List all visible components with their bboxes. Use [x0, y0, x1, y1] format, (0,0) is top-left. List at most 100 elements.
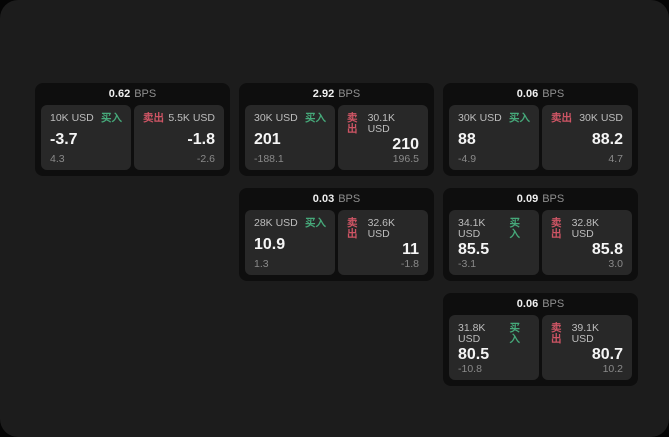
quote-card: 0.06 BPS 30K USD 买入 88 -4.9 卖出 30K USD 8…: [443, 83, 638, 176]
sell-label: 卖出: [143, 112, 164, 124]
buy-label: 买入: [305, 112, 326, 124]
sell-value: 80.7: [591, 345, 623, 363]
card-bps-unit: BPS: [338, 87, 361, 100]
sell-label: 卖出: [551, 322, 562, 345]
buy-top-row: 30K USD 买入: [254, 113, 326, 124]
card-header: 0.06 BPS: [449, 293, 632, 315]
quote-card: 0.03 BPS 28K USD 买入 10.9 1.3 卖出 32.6K US…: [239, 188, 434, 281]
buy-panel[interactable]: 30K USD 买入 201 -188.1: [245, 105, 335, 170]
sell-value: 210: [392, 135, 419, 153]
sell-delta: 196.5: [392, 152, 419, 165]
quote-card: 0.62 BPS 10K USD 买入 -3.7 4.3 卖出 5.5K USD…: [35, 83, 230, 176]
card-header: 0.03 BPS: [245, 188, 428, 210]
buy-size: 10K USD: [50, 112, 94, 124]
buy-top-row: 30K USD 买入: [458, 113, 530, 124]
sell-panel[interactable]: 卖出 5.5K USD -1.8 -2.6: [134, 105, 224, 170]
card-header: 0.09 BPS: [449, 188, 632, 210]
card-bps-unit: BPS: [542, 297, 565, 310]
sell-value: 85.8: [591, 240, 623, 258]
card-bps-value: 0.06: [516, 297, 539, 310]
quote-sub-row: 34.1K USD 买入 85.5 -3.1 卖出 32.8K USD 85.8…: [449, 210, 632, 275]
buy-delta: -188.1: [254, 152, 284, 165]
sell-top-row: 卖出 39.1K USD: [551, 323, 623, 344]
sell-top-row: 卖出 30.1K USD: [347, 113, 419, 134]
buy-label: 买入: [509, 217, 520, 240]
buy-delta: -3.1: [458, 257, 477, 270]
buy-size: 30K USD: [458, 112, 502, 124]
sell-top-row: 卖出 32.6K USD: [347, 218, 419, 239]
sell-label: 卖出: [551, 217, 562, 240]
sell-size: 5.5K USD: [168, 112, 215, 124]
sell-label: 卖出: [347, 112, 358, 135]
quote-sub-row: 30K USD 买入 88 -4.9 卖出 30K USD 88.2 4.7: [449, 105, 632, 170]
buy-panel[interactable]: 28K USD 买入 10.9 1.3: [245, 210, 335, 275]
card-bps-value: 0.62: [108, 87, 131, 100]
sell-panel[interactable]: 卖出 30K USD 88.2 4.7: [542, 105, 632, 170]
quote-sub-row: 31.8K USD 买入 80.5 -10.8 卖出 39.1K USD 80.…: [449, 315, 632, 380]
card-bps-value: 0.03: [312, 192, 335, 205]
buy-size: 30K USD: [254, 112, 298, 124]
sell-top-row: 卖出 30K USD: [551, 113, 623, 124]
buy-size: 34.1K USD: [458, 217, 486, 240]
sell-size: 39.1K USD: [571, 322, 600, 345]
buy-delta: 4.3: [50, 152, 65, 165]
sell-size: 30.1K USD: [367, 112, 396, 135]
sell-label: 卖出: [347, 217, 358, 240]
sell-delta: 3.0: [608, 257, 623, 270]
buy-top-row: 28K USD 买入: [254, 218, 326, 229]
quote-grid: 0.62 BPS 10K USD 买入 -3.7 4.3 卖出 5.5K USD…: [35, 83, 638, 386]
quote-card: 0.06 BPS 31.8K USD 买入 80.5 -10.8 卖出 39.1…: [443, 293, 638, 386]
buy-value: 201: [254, 130, 281, 148]
buy-panel[interactable]: 10K USD 买入 -3.7 4.3: [41, 105, 131, 170]
sell-top-row: 卖出 32.8K USD: [551, 218, 623, 239]
buy-value: 85.5: [458, 240, 490, 258]
sell-panel[interactable]: 卖出 39.1K USD 80.7 10.2: [542, 315, 632, 380]
card-bps-value: 2.92: [312, 87, 335, 100]
buy-value: -3.7: [50, 130, 78, 148]
card-header: 0.06 BPS: [449, 83, 632, 105]
buy-panel[interactable]: 30K USD 买入 88 -4.9: [449, 105, 539, 170]
sell-top-row: 卖出 5.5K USD: [143, 113, 215, 124]
buy-delta: 1.3: [254, 257, 269, 270]
sell-size: 32.6K USD: [367, 217, 396, 240]
sell-size: 32.8K USD: [571, 217, 600, 240]
sell-panel[interactable]: 卖出 32.8K USD 85.8 3.0: [542, 210, 632, 275]
sell-size: 30K USD: [579, 112, 623, 124]
buy-delta: -10.8: [458, 362, 482, 375]
card-bps-unit: BPS: [338, 192, 361, 205]
sell-panel[interactable]: 卖出 32.6K USD 11 -1.8: [338, 210, 428, 275]
card-bps-unit: BPS: [134, 87, 157, 100]
buy-delta: -4.9: [458, 152, 477, 165]
buy-value: 10.9: [254, 235, 286, 253]
card-header: 2.92 BPS: [245, 83, 428, 105]
sell-value: 88.2: [591, 130, 623, 148]
quote-card: 2.92 BPS 30K USD 买入 201 -188.1 卖出 30.1K …: [239, 83, 434, 176]
quote-sub-row: 30K USD 买入 201 -188.1 卖出 30.1K USD 210 1…: [245, 105, 428, 170]
buy-top-row: 34.1K USD 买入: [458, 218, 530, 239]
quote-sub-row: 10K USD 买入 -3.7 4.3 卖出 5.5K USD -1.8 -2.…: [41, 105, 224, 170]
buy-size: 28K USD: [254, 217, 298, 229]
card-bps-unit: BPS: [542, 192, 565, 205]
sell-panel[interactable]: 卖出 30.1K USD 210 196.5: [338, 105, 428, 170]
buy-label: 买入: [509, 112, 530, 124]
card-header: 0.62 BPS: [41, 83, 224, 105]
buy-top-row: 10K USD 买入: [50, 113, 122, 124]
sell-label: 卖出: [551, 112, 572, 124]
card-bps-value: 0.06: [516, 87, 539, 100]
buy-value: 80.5: [458, 345, 490, 363]
sell-delta: -2.6: [196, 152, 215, 165]
quote-sub-row: 28K USD 买入 10.9 1.3 卖出 32.6K USD 11 -1.8: [245, 210, 428, 275]
card-bps-value: 0.09: [516, 192, 539, 205]
buy-label: 买入: [509, 322, 520, 345]
sell-delta: 10.2: [602, 362, 623, 375]
buy-value: 88: [458, 130, 476, 148]
buy-panel[interactable]: 31.8K USD 买入 80.5 -10.8: [449, 315, 539, 380]
card-bps-unit: BPS: [542, 87, 565, 100]
sell-delta: 4.7: [608, 152, 623, 165]
buy-panel[interactable]: 34.1K USD 买入 85.5 -3.1: [449, 210, 539, 275]
sell-value: 11: [402, 240, 419, 258]
buy-top-row: 31.8K USD 买入: [458, 323, 530, 344]
buy-label: 买入: [101, 112, 122, 124]
quote-card: 0.09 BPS 34.1K USD 买入 85.5 -3.1 卖出 32.8K…: [443, 188, 638, 281]
